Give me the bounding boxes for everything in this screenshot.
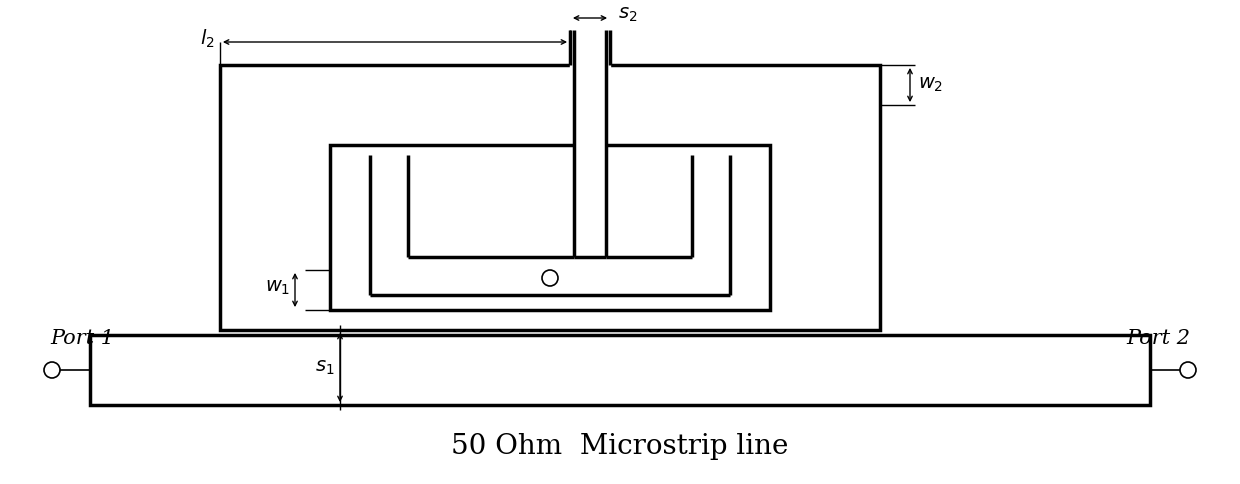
Text: $w_2$: $w_2$ xyxy=(918,76,944,94)
Text: Port 2: Port 2 xyxy=(1126,329,1190,348)
Text: $s_2$: $s_2$ xyxy=(618,6,637,24)
Text: $l_2$: $l_2$ xyxy=(201,28,215,50)
Bar xyxy=(91,335,1149,405)
Text: $w_1$: $w_1$ xyxy=(264,279,290,297)
Text: 50 Ohm  Microstrip line: 50 Ohm Microstrip line xyxy=(451,433,789,460)
Text: $s_1$: $s_1$ xyxy=(315,358,335,377)
Bar xyxy=(219,65,880,330)
Bar xyxy=(330,145,770,310)
Text: Port 1: Port 1 xyxy=(50,329,114,348)
